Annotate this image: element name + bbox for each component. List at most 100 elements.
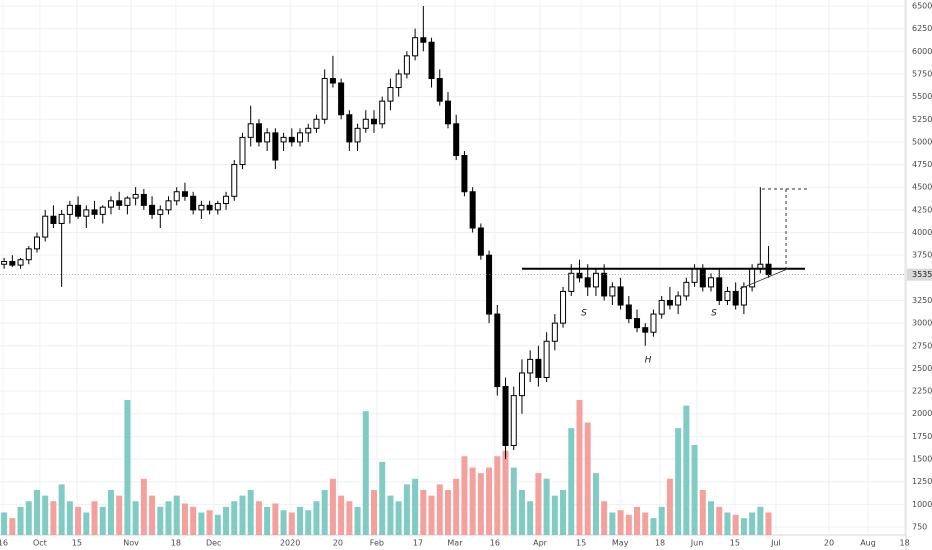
candle-body — [609, 286, 616, 297]
x-tick-label: Jul — [770, 539, 781, 548]
y-tick-label: 2500 — [912, 364, 932, 373]
volume-bar — [149, 495, 156, 535]
y-tick-label: 2250 — [912, 387, 932, 396]
volume-bar — [634, 506, 641, 535]
y-tick-label: 1000 — [912, 500, 932, 509]
volume-bar — [683, 405, 690, 535]
volume-bar — [25, 501, 32, 535]
candle-body — [420, 37, 427, 43]
candle-body — [675, 295, 682, 306]
volume-bar — [338, 495, 345, 535]
y-tick-label: 6250 — [912, 24, 932, 33]
last-price-label: 3535 — [912, 270, 932, 279]
volume-bar — [428, 495, 435, 535]
candle-body — [716, 277, 723, 301]
volume-bar — [264, 506, 271, 535]
volume-bar — [140, 478, 147, 535]
candle-body — [436, 77, 443, 102]
candle-body — [239, 136, 246, 166]
x-tick-label: 18 — [899, 539, 909, 548]
candle-body — [576, 272, 583, 279]
candle-body — [453, 123, 460, 157]
candle-body — [362, 118, 369, 129]
candle-body — [99, 206, 106, 215]
volume-bar — [732, 514, 739, 535]
volume-bar — [765, 512, 772, 535]
volume-bar — [255, 501, 262, 535]
volume-bar — [9, 518, 16, 535]
volume-bar — [395, 501, 402, 535]
y-tick-label: 1500 — [912, 455, 932, 464]
volume-bar — [206, 510, 213, 535]
candle-body — [165, 200, 172, 211]
candle-body — [412, 37, 419, 57]
candle-body — [107, 200, 114, 208]
candle-body — [428, 41, 435, 79]
candle-body — [708, 277, 715, 288]
volume-bar — [675, 428, 682, 535]
candle-body — [658, 299, 665, 315]
candle-body — [527, 358, 534, 374]
y-tick-label: 4750 — [912, 160, 932, 169]
y-tick-label: 3250 — [912, 296, 932, 305]
volume-bar — [469, 467, 476, 535]
candle-body — [132, 193, 139, 199]
volume-bar — [17, 506, 24, 535]
candle-body — [272, 132, 279, 161]
x-tick-label: 2020 — [280, 539, 300, 548]
y-tick-label: 5000 — [912, 137, 932, 146]
volume-bar — [658, 506, 665, 535]
volume-bar — [518, 490, 525, 535]
candle-body — [173, 191, 180, 202]
volume-bar — [132, 501, 139, 535]
y-tick-label: 5750 — [912, 69, 932, 78]
volume-bar — [321, 490, 328, 535]
y-tick-label: 1750 — [912, 432, 932, 441]
x-tick-label: 18 — [655, 539, 665, 548]
y-tick-label: 6500 — [912, 2, 932, 11]
y-tick-label: 4000 — [912, 228, 932, 237]
candle-body — [247, 123, 254, 138]
volume-bar — [239, 495, 246, 535]
volume-bar — [650, 518, 657, 535]
candle-body — [683, 281, 690, 297]
y-tick-label: 6000 — [912, 47, 932, 56]
volume-bar — [543, 478, 550, 535]
candle-body — [502, 386, 509, 446]
candle-body — [280, 136, 287, 143]
candle-body — [634, 318, 641, 329]
candle-body — [181, 191, 188, 197]
candle-body — [568, 272, 575, 292]
volume-bar — [691, 445, 698, 535]
volume-bar — [444, 490, 451, 535]
volume-bar — [642, 512, 649, 535]
candle-body — [740, 286, 747, 306]
volume-bar — [42, 495, 49, 535]
volume-bar — [66, 501, 73, 535]
x-tick-label: 20 — [824, 539, 834, 548]
candle-body — [231, 164, 238, 197]
candle-body — [321, 77, 328, 120]
x-tick-label: Aug — [860, 539, 876, 548]
y-tick-label: 2000 — [912, 409, 932, 418]
volume-bar — [535, 473, 542, 535]
volume-bar — [198, 512, 205, 535]
x-tick-label: Jun — [690, 539, 704, 548]
candle-body — [42, 215, 49, 238]
volume-bar — [477, 473, 484, 535]
candle-body — [329, 77, 336, 84]
candle-body — [732, 290, 739, 306]
volume-bar — [124, 400, 131, 535]
volume-bar — [502, 450, 509, 535]
candle-body — [346, 114, 353, 143]
candle-body — [535, 358, 542, 378]
candle-body — [494, 313, 501, 388]
candle-body — [190, 195, 197, 211]
volume-bar — [1, 512, 8, 535]
candle-body — [66, 204, 73, 215]
candle-body — [510, 395, 517, 446]
volume-bar — [560, 490, 567, 535]
pattern-label: S — [711, 309, 717, 319]
volume-bar — [486, 467, 493, 535]
candle-body — [699, 268, 706, 288]
